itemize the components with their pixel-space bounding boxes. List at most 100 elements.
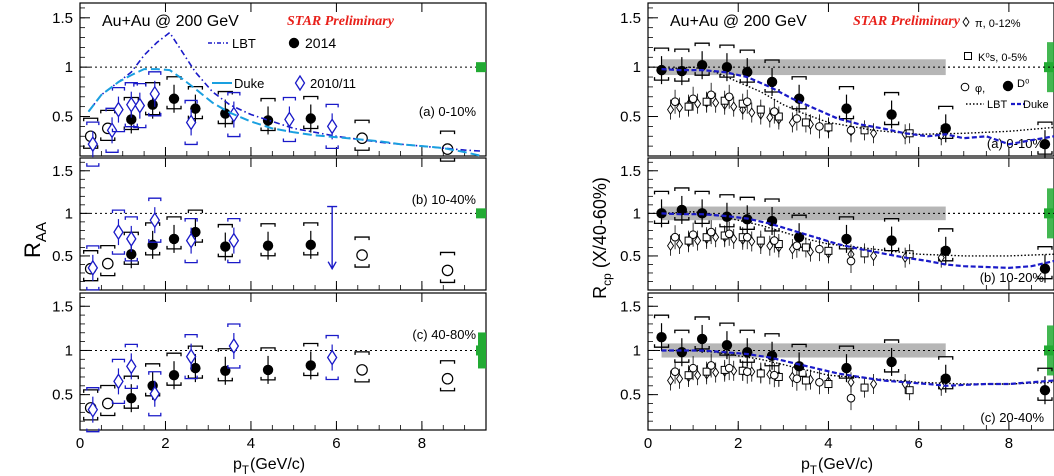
chart1-panelc-2010/11-point-dot — [228, 337, 240, 355]
chart1-panela-2014-point-dot — [126, 114, 137, 125]
chart2-panela-k0s-point-dot — [824, 123, 833, 132]
chart1-panela-curve-lbt — [87, 31, 482, 152]
chart1-panelc-open-circle-point-sys — [83, 389, 99, 421]
chart2-panelc-label: (c) 20-40% — [980, 410, 1044, 425]
chart1-panela-2010/11-point-sys — [184, 99, 198, 146]
chart2-legend-phi-marker-dot — [960, 82, 970, 92]
chart2-panela-ytick-label: 0.5 — [620, 109, 641, 126]
chart2-panelc-k0s-point-dot — [860, 383, 869, 392]
chart1-panelc-2014-point — [190, 362, 201, 374]
chart1-panelb-2010/11-point-dot — [126, 230, 137, 248]
chart2-panela-pi-point-dot — [730, 101, 738, 112]
chart2-panelc-k0s-point — [860, 383, 869, 392]
chart1-panelb-open-circle-point-dot — [356, 249, 368, 261]
chart1-panelc-open-circle-point-sys — [100, 384, 116, 417]
chart1-panela-2014-point — [126, 114, 137, 125]
chart2-panela-d0-point — [696, 59, 708, 71]
chart1-panelb-open-circle-point-sys — [83, 250, 99, 282]
chart2-panelb-phi-point-dot — [770, 236, 779, 245]
chart2-panelb-k0s-point-dot — [801, 243, 810, 252]
chart1-panela-ytick-label: 0.5 — [52, 109, 73, 126]
chart2-panelc-pi-point-dot — [847, 376, 855, 388]
chart1-panelb-2014-point — [220, 241, 231, 252]
chart2-panela-d0-point-dot — [940, 123, 951, 134]
chart2-legend-phi-marker — [960, 82, 970, 92]
chart1-panela-2010/11-point-sys — [227, 91, 241, 138]
chart2-panelb-pi-point — [870, 250, 878, 262]
chart1-panelc-2014-point — [305, 360, 316, 371]
chart1-panela-2010/11-point — [113, 101, 124, 118]
chart2-panelb-pi-point-dot — [937, 252, 945, 263]
chart2-panelb-norm-box-wide — [1047, 188, 1054, 239]
chart1-panelb-open-circle-point-sys — [100, 244, 116, 277]
chart2-panelc-pi-point — [847, 376, 855, 388]
chart2-panelb-d0-point — [1039, 263, 1051, 274]
chart1-panela-2010/11-point — [185, 114, 197, 131]
chart1-panela-2010/11-point — [326, 118, 338, 135]
chart1-panelb-frame — [79, 157, 487, 291]
chart1-panelb-2014-point-dot — [305, 239, 316, 251]
chart2-panelc-phi-point — [792, 374, 802, 384]
chart2-panelc-phi-point — [688, 363, 698, 373]
chart2-panelb-phi-point — [706, 227, 716, 237]
chart2-panela-k0s-point-dot — [702, 97, 711, 106]
chart1-panela-ytick-label: 1 — [65, 59, 73, 76]
chart2-legend-duke: Duke — [1023, 99, 1049, 111]
chart2-panela-pi-point-dot — [870, 127, 878, 139]
chart2-panela-k0s-point-dot — [774, 112, 783, 121]
chart1-panelb-ytick-label: 1.5 — [52, 163, 73, 180]
chart1-panelb-open-circle-point — [441, 264, 454, 277]
chart2-panela-phi-point — [724, 92, 734, 102]
chart1-xtick-label: 2 — [161, 435, 169, 452]
chart2-panelc-k0s-point-dot — [756, 369, 765, 378]
chart2-panelb-d0-point-dot — [721, 211, 733, 222]
chart1-panelb-2014-point — [262, 240, 274, 251]
chart2-panela-pi-point — [870, 127, 878, 139]
chart2-panela-pi-point — [748, 107, 756, 118]
chart2-panelc-d0-point — [656, 331, 667, 343]
chart1-panelc-open-circle-point — [101, 397, 114, 410]
chart2-panelc-phi-point-dot — [688, 363, 698, 373]
chart1-panelb-2010/11-point-dot — [87, 259, 99, 277]
chart1-panelb-2010/11-point-sys — [124, 216, 138, 262]
chart2-panela-phi-point-dot — [815, 122, 824, 131]
chart2-panela-k0s-point — [702, 97, 711, 106]
chart1-panelb-2010/11-point — [149, 211, 161, 229]
chart1-panelb-2010/11-point-sys — [227, 217, 241, 264]
chart2-panelc-phi-point-dot — [792, 374, 802, 384]
chart2-panela-d0-point-dot — [886, 109, 897, 120]
chart2-panelb-d0-point — [940, 245, 951, 257]
chart1-panelc-label: (c) 40-80% — [412, 327, 476, 342]
chart1-panelb-2014-point — [190, 226, 201, 238]
chart2-legend-pi-marker-dot — [962, 16, 970, 28]
chart1-ylabel: RAA — [20, 222, 50, 258]
chart1-legend-2010: 2010/11 — [310, 76, 356, 91]
chart2-panelc-norm-box-wide — [1047, 325, 1054, 376]
chart1-panela-curve-duke — [87, 68, 482, 157]
chart1-panelb-open-circle-point — [356, 249, 368, 261]
chart1-panela-2010/11-point-sys — [111, 86, 126, 133]
chart1-panelc-open-circle-point-dot — [356, 364, 368, 376]
chart2-panelb-phi-point — [724, 229, 734, 239]
chart1-panelc-2010/11-point — [326, 349, 338, 366]
chart2-panelb-pi-point-dot — [694, 235, 702, 246]
chart2-panelc-d0-point-dot — [696, 333, 708, 345]
chart1-panela-2014-point-dot — [305, 113, 316, 124]
chart2-panelb-ytick-label: 1 — [633, 205, 641, 222]
chart1-panela-2010/11-point-sys — [133, 83, 147, 129]
chart1-panela-2014-point — [262, 115, 274, 126]
chart1-legend-2010-marker — [294, 74, 306, 92]
chart2-panelc-k0s-point — [801, 376, 810, 385]
chart2-panelb-pi-point — [694, 235, 702, 246]
chart1-panelc-open-circle-point-sys — [439, 360, 456, 392]
chart2-panelb-d0-point — [841, 233, 852, 245]
chart1-xtick-label: 0 — [76, 435, 84, 452]
chart2-panela-pi-point-dot — [676, 102, 684, 113]
chart2-panela-phi-point-dot — [724, 92, 734, 102]
chart2-panela-d0-point — [721, 61, 733, 73]
chart2-panelc-d0-point-dot — [1039, 385, 1051, 396]
chart1-panela-2010/11-point-dot — [87, 135, 99, 153]
chart2-panelc-k0s-point-dot — [905, 386, 914, 395]
chart2-legend-pi-marker — [962, 16, 970, 28]
chart1-xtick-label: 8 — [418, 435, 426, 452]
